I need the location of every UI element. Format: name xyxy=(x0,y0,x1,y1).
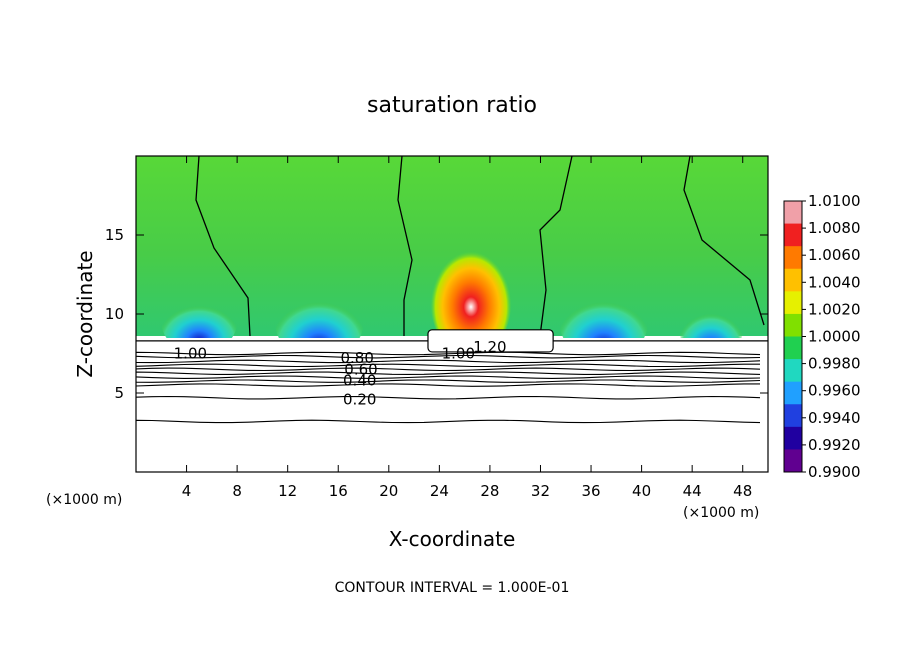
contour-line-0 xyxy=(136,351,761,356)
x-tick-label-11: 48 xyxy=(733,482,752,500)
field-plume-0 xyxy=(430,246,512,357)
colorbar-swatch-3 xyxy=(784,268,802,292)
contour-label-4: 0.60 xyxy=(344,360,377,378)
contour-interval-note: CONTOUR INTERVAL = 1.000E-01 xyxy=(335,580,570,596)
colorbar-swatch-0 xyxy=(784,201,802,225)
contour-1p00-curve-3 xyxy=(683,156,765,326)
colorbar-label-10: 0.9900 xyxy=(808,463,861,481)
colorbar-label-3: 1.0040 xyxy=(808,273,861,291)
x-tick-label-10: 44 xyxy=(683,482,702,500)
colorbar-label-2: 1.0060 xyxy=(808,246,861,264)
colorbar-label-8: 0.9940 xyxy=(808,409,861,427)
colorbar-swatch-2 xyxy=(784,246,802,270)
contour-line-6 xyxy=(136,375,761,379)
colorbar-swatch-1 xyxy=(784,223,802,247)
x-tick-label-9: 40 xyxy=(632,482,651,500)
contour-label-2: 1.20 xyxy=(473,338,506,356)
colorbar-label-7: 0.9960 xyxy=(808,382,861,400)
contour-line-2 xyxy=(136,359,761,364)
y-tick-label-0: 5 xyxy=(114,384,124,402)
colorbar-swatch-11 xyxy=(784,449,802,473)
contour-line-7 xyxy=(136,379,761,383)
contour-line-5 xyxy=(136,371,761,375)
plot-area: 1.00 1.001.200.800.600.400.20 xyxy=(136,156,768,472)
contour-1p00-curve-1 xyxy=(397,156,413,336)
colorbar-swatch-5 xyxy=(784,313,802,337)
contour-line-4 xyxy=(136,367,761,372)
colorbar-label-5: 1.0000 xyxy=(808,328,861,346)
colorbar: 1.0100 1.0080 1.0060 1.0040 1.0020 1.0000 0.99… xyxy=(783,192,861,481)
y-axis-label: Z-coordinate xyxy=(73,250,97,377)
x-unit-label-right: (×1000 m) xyxy=(683,505,759,521)
x-tick-label-3: 16 xyxy=(329,482,348,500)
contour-line-1 xyxy=(136,354,761,359)
chart-title: saturation ratio xyxy=(367,93,537,118)
colorbar-swatch-10 xyxy=(784,426,802,450)
contour-line-10 xyxy=(136,419,761,424)
contour-label-6: 0.20 xyxy=(343,390,376,408)
colorbar-label-1: 1.0080 xyxy=(808,219,861,237)
x-axis-label: X-coordinate xyxy=(389,527,516,551)
colorbar-label-4: 1.0020 xyxy=(808,300,861,318)
contour-line-3 xyxy=(136,363,760,368)
contour-1p00-curve-0 xyxy=(195,156,251,337)
colorbar-swatch-6 xyxy=(784,336,802,360)
colorbar-swatch-4 xyxy=(784,291,802,315)
cloud-core-contour xyxy=(427,329,554,353)
x-tick-label-7: 32 xyxy=(531,482,550,500)
colorbar-label-6: 0.9980 xyxy=(808,355,861,373)
colorbar-label-0: 1.0100 xyxy=(808,192,861,210)
y-tick-label-1: 10 xyxy=(105,305,124,323)
colorbar-swatch-9 xyxy=(784,404,802,428)
contour-label-5: 0.40 xyxy=(343,371,376,389)
x-tick-label-1: 8 xyxy=(232,482,242,500)
x-unit-label-left: (×1000 m) xyxy=(46,492,122,508)
colorbar-label-9: 0.9920 xyxy=(808,436,861,454)
x-tick-label-0: 4 xyxy=(182,482,192,500)
x-tick-label-8: 36 xyxy=(581,482,600,500)
colorbar-swatch-7 xyxy=(784,359,802,383)
contour-line-9 xyxy=(136,395,761,400)
y-tick-label-2: 15 xyxy=(105,226,124,244)
contour-label-0: 1.00 xyxy=(174,345,207,363)
x-tick-label-2: 12 xyxy=(278,482,297,500)
x-tick-label-4: 20 xyxy=(379,482,398,500)
colorbar-swatch-8 xyxy=(784,381,802,405)
contour-line-8 xyxy=(136,383,760,387)
field-plume-4 xyxy=(161,290,238,354)
x-tick-label-5: 24 xyxy=(430,482,449,500)
x-tick-label-6: 28 xyxy=(480,482,499,500)
contour-label-1: 1.00 xyxy=(442,345,475,363)
contour-1p00-curve-2 xyxy=(539,156,573,337)
contour-label-3: 0.80 xyxy=(340,349,373,367)
